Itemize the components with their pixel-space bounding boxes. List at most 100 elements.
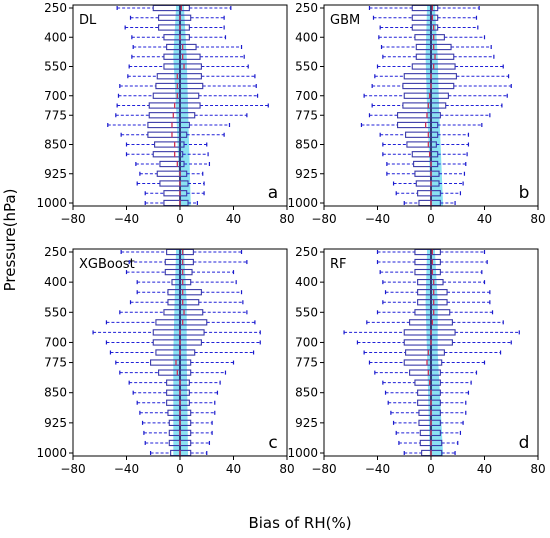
x-tick-label: −40 <box>365 462 390 476</box>
y-tick-label: 250 <box>44 1 67 15</box>
box-450 <box>384 289 491 296</box>
box-825 <box>382 379 472 386</box>
box-iqr <box>405 349 445 356</box>
box-iqr <box>156 170 188 177</box>
box-300 <box>376 258 488 266</box>
box-iqr <box>152 151 184 158</box>
box-350 <box>124 24 225 31</box>
box-iqr <box>167 289 202 296</box>
box-iqr <box>417 190 441 197</box>
panel-letter: c <box>268 433 277 453</box>
box-iqr <box>414 34 445 41</box>
box-975 <box>395 190 462 197</box>
box-775 <box>368 359 486 366</box>
y-tick-label: 775 <box>295 108 318 122</box>
box-iqr <box>402 102 447 109</box>
box-800 <box>107 121 231 129</box>
box-900 <box>139 409 216 416</box>
box-875 <box>125 151 209 158</box>
box-iqr <box>150 359 192 366</box>
box-iqr <box>403 92 449 99</box>
box-iqr <box>402 82 455 90</box>
y-tick-label: 550 <box>44 305 67 319</box>
box-850 <box>384 389 470 396</box>
box-iqr <box>152 329 205 336</box>
box-800 <box>119 369 227 376</box>
box-iqr <box>164 258 194 266</box>
x-tick-label: 80 <box>279 462 294 476</box>
box-550 <box>128 63 249 70</box>
box-iqr <box>411 14 439 21</box>
box-iqr <box>158 14 192 21</box>
y-tick-label: 250 <box>295 1 318 15</box>
panel-name: GBM <box>330 13 360 28</box>
box-750 <box>371 102 503 109</box>
box-775 <box>115 359 235 366</box>
x-tick-label: −80 <box>311 212 336 226</box>
box-900 <box>390 409 467 416</box>
x-tick-label: −80 <box>60 462 85 476</box>
box-iqr <box>406 141 437 148</box>
plot-area <box>343 249 520 456</box>
box-iqr <box>418 419 441 426</box>
x-tick-label: 40 <box>226 212 241 226</box>
y-tick-label: 1000 <box>36 446 67 460</box>
box-300 <box>129 14 225 21</box>
box-iqr <box>167 409 192 416</box>
box-875 <box>387 399 467 406</box>
box-925 <box>139 170 204 177</box>
box-925 <box>392 419 464 426</box>
box-850 <box>125 141 208 148</box>
x-tick-label: 80 <box>530 212 545 226</box>
box-iqr <box>397 112 441 119</box>
x-tick-label: −80 <box>60 212 85 226</box>
y-tick-label: 775 <box>295 356 318 370</box>
box-iqr <box>148 112 196 119</box>
box-iqr <box>403 329 456 336</box>
y-tick-label: 925 <box>44 167 67 181</box>
y-tick-label: 400 <box>295 275 318 289</box>
box-500 <box>131 53 245 60</box>
panel-a: 250 400 550 700 775 850 925 1000 −80 −40 0 40 80 DL a <box>36 1 294 226</box>
box-iqr <box>413 160 439 168</box>
panel-c: 250 400 550 700 775 850 925 1000 −80 −40 0 40 80 XGBo… <box>36 245 294 476</box>
box-iqr <box>414 309 451 316</box>
y-tick-label: 250 <box>295 245 318 259</box>
box-775 <box>368 112 491 119</box>
box-250 <box>116 5 232 12</box>
box-600 <box>127 73 256 80</box>
box-iqr <box>166 379 190 386</box>
plot-area <box>92 249 261 456</box>
box-875 <box>136 399 216 406</box>
box-iqr <box>147 131 188 138</box>
x-tick-label: 80 <box>279 212 294 226</box>
box-iqr <box>166 43 197 51</box>
panel-name: RF <box>330 257 347 272</box>
box-825 <box>120 131 225 138</box>
box-iqr <box>411 151 439 158</box>
box-iqr <box>417 399 441 406</box>
box-1000 <box>403 199 456 206</box>
box-350 <box>125 268 235 276</box>
box-700 <box>105 339 261 346</box>
confidence-band <box>425 249 443 456</box>
box-550 <box>119 309 248 316</box>
y-tick-label: 850 <box>44 386 67 400</box>
box-iqr <box>414 170 440 177</box>
box-iqr <box>417 299 448 306</box>
y-tick-label: 850 <box>44 138 67 152</box>
x-tick-label: 40 <box>477 212 492 226</box>
box-700 <box>356 339 512 346</box>
box-300 <box>128 258 248 266</box>
box-iqr <box>166 389 190 396</box>
box-iqr <box>166 399 190 406</box>
x-tick-label: 0 <box>176 212 184 226</box>
box-iqr <box>417 389 441 396</box>
box-850 <box>382 141 470 148</box>
y-tick-label: 550 <box>44 60 67 74</box>
box-400 <box>378 34 486 41</box>
box-750 <box>363 349 502 356</box>
y-tick-label: 550 <box>295 305 318 319</box>
box-850 <box>132 389 219 396</box>
